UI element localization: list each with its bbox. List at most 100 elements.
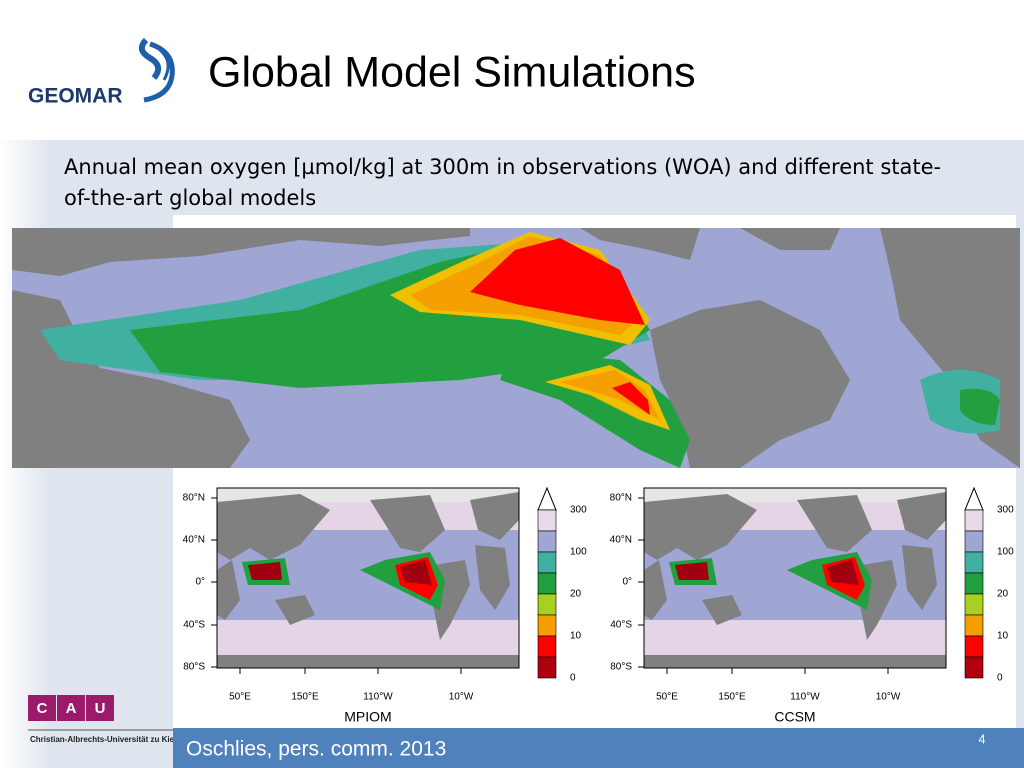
colorbar-label: 20 [997, 589, 1009, 600]
cau-logo: C A U Christian-Albrechts-Universität zu… [28, 695, 176, 744]
land [702, 595, 742, 625]
land [470, 492, 519, 540]
model-map: 80°N 40°N 0° 40°S 80°S 50°E 150°E 110°W 10°W MPIO… [183, 486, 587, 725]
colorbar-cell [537, 656, 557, 679]
oxygen-zone [400, 560, 432, 585]
lon-label: 50°E [656, 692, 678, 703]
land [370, 495, 445, 552]
footer-bar [173, 728, 1024, 768]
lat-label: 40°S [610, 620, 632, 631]
subtitle: Annual mean oxygen [µmol/kg] at 300m in … [64, 155, 942, 210]
land [100, 440, 170, 468]
colorbar-cell [537, 551, 557, 574]
land [275, 595, 315, 625]
map-title: MPIOM [344, 709, 391, 725]
cau-letter: U [95, 700, 106, 717]
colorbar-cell [537, 635, 557, 658]
cau-box [57, 695, 85, 721]
colorbar-cell [537, 593, 557, 616]
lat-label: 80°S [610, 662, 632, 673]
colorbar-label: 10 [570, 631, 582, 642]
citation: Oschlies, pers. comm. 2013 [186, 738, 446, 761]
land [12, 228, 470, 276]
colorbar-cell [964, 530, 984, 553]
oxygen-zone [675, 562, 709, 580]
subtitle-box: Annual mean oxygen [µmol/kg] at 300m in … [64, 155, 942, 210]
colorbar-label: 100 [570, 547, 587, 558]
lon-label: 150°E [291, 692, 319, 703]
map-title: CCSM [774, 709, 815, 725]
colorbar-cell [964, 572, 984, 595]
colorbar-label: 0 [997, 673, 1003, 684]
lon-label: 110°W [363, 692, 393, 703]
lon-label: 10°W [876, 692, 901, 703]
lat-label: 80°N [610, 493, 632, 504]
lat-label: 0° [622, 577, 632, 588]
lon-label: 10°W [449, 692, 474, 703]
lon-label: 110°W [790, 692, 820, 703]
colorbar-cell [537, 509, 557, 532]
land [740, 228, 840, 250]
cau-letter: C [37, 700, 48, 717]
oxygen-zone [470, 238, 645, 325]
oxygen-zone [500, 350, 690, 468]
cau-box [28, 695, 56, 721]
model-map: 80°N 40°N 0° 40°S 80°S 50°E 150°E 110°W 10°W CCSM… [610, 486, 1014, 725]
cau-letter: A [66, 700, 77, 717]
colorbar-cell [964, 593, 984, 616]
lat-label: 80°N [183, 493, 205, 504]
colorbar-label: 20 [570, 589, 582, 600]
colorbar-cell [537, 614, 557, 637]
oxygen-zone [612, 382, 650, 415]
land [217, 560, 240, 620]
geomar-logo: GEOMAR [28, 37, 175, 108]
university-name: Christian-Albrechts-Universität zu Kiel [30, 735, 176, 744]
land [650, 300, 850, 468]
slide-title: Global Model Simulations [208, 48, 696, 96]
logo-swirl [138, 37, 162, 80]
map-frame [643, 487, 947, 669]
land [217, 494, 330, 560]
lon-label: 50°E [229, 692, 251, 703]
colorbar-label: 0 [570, 673, 576, 684]
lat-label: 40°N [183, 535, 205, 546]
land [902, 545, 937, 610]
lon-label: 150°E [718, 692, 746, 703]
land [475, 545, 510, 610]
land [897, 492, 946, 540]
colorbar-cell [537, 572, 557, 595]
land [797, 495, 872, 552]
colorbar-label: 300 [997, 505, 1014, 516]
cau-box [86, 695, 114, 721]
colorbar-cell [964, 551, 984, 574]
colorbar-label: 10 [997, 631, 1009, 642]
colorbar-cell [964, 635, 984, 658]
antarctica [217, 655, 519, 668]
colorbar-cell [964, 656, 984, 679]
colorbar-label: 100 [997, 547, 1014, 558]
oxygen-zone [827, 560, 859, 585]
lat-label: 80°S [183, 662, 205, 673]
colorbar-cell [964, 509, 984, 532]
logo-swirl [158, 48, 170, 81]
lat-label: 0° [195, 577, 205, 588]
colorbar-cell [964, 614, 984, 637]
colorbar-cell [537, 530, 557, 553]
woa-map [12, 228, 1020, 468]
map-frame [216, 487, 520, 669]
page-number: 4 [978, 731, 985, 746]
antarctica [644, 655, 946, 668]
oxygen-zone [560, 370, 660, 420]
land [580, 228, 700, 260]
lat-label: 40°S [183, 620, 205, 631]
land [644, 494, 757, 560]
lat-label: 40°N [610, 535, 632, 546]
oxygen-zone [960, 388, 1000, 425]
colorbar-label: 300 [570, 505, 587, 516]
land [644, 560, 667, 620]
model-maps: 80°N 40°N 0° 40°S 80°S 50°E 150°E 110°W 10°W MPIO… [183, 486, 1014, 725]
oxygen-zone [248, 562, 282, 580]
